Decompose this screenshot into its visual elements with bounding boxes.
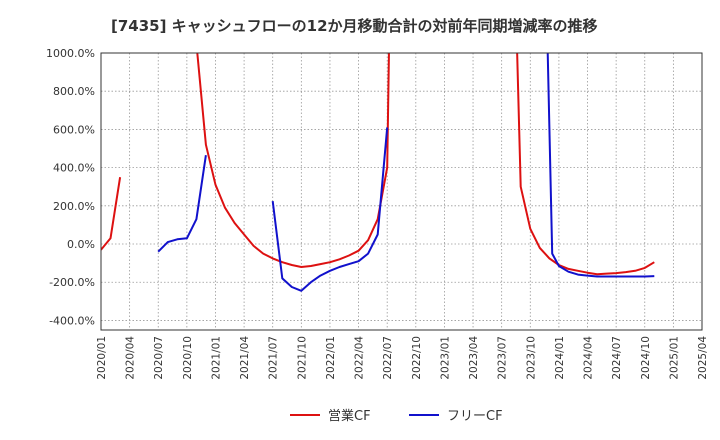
x-tick-label: 2022/07 — [382, 336, 394, 380]
x-tick-label: 2023/01 — [439, 336, 451, 380]
y-tick-label: 200.0% — [53, 200, 95, 213]
y-axis-ticks: 1000.0% 800.0% 600.0% 400.0% 200.0% 0.0% -200.… — [46, 47, 95, 327]
x-tick-label: 2021/07 — [268, 336, 280, 380]
x-tick-label: 2020/04 — [125, 336, 137, 380]
series-line-free-cf — [157, 53, 655, 292]
x-tick-label: 2020/01 — [96, 336, 108, 380]
x-tick-label: 2020/10 — [182, 336, 194, 380]
x-tick-label: 2021/04 — [239, 336, 251, 380]
legend: 営業CF フリーCF — [290, 408, 503, 424]
x-tick-label: 2024/10 — [640, 336, 652, 380]
y-tick-label: -200.0% — [49, 276, 95, 289]
x-tick-label: 2024/01 — [554, 336, 566, 380]
x-tick-label: 2021/01 — [210, 336, 222, 380]
x-tick-label: 2023/04 — [468, 336, 480, 380]
x-tick-label: 2024/04 — [583, 336, 595, 380]
series-line-operating-cf — [101, 53, 655, 276]
x-axis-ticks: 2020/01 2020/04 2020/07 2020/10 2021/01 2021/… — [96, 336, 709, 380]
y-tick-label: 0.0% — [67, 238, 95, 251]
x-tick-label: 2020/07 — [153, 336, 165, 380]
series-layer — [101, 53, 655, 292]
x-tick-label: 2025/04 — [697, 336, 709, 380]
y-tick-label: 600.0% — [53, 123, 95, 136]
x-tick-label: 2025/01 — [668, 336, 680, 380]
y-tick-label: 800.0% — [53, 85, 95, 98]
plot-frame — [100, 52, 703, 331]
x-tick-label: 2022/04 — [354, 336, 366, 380]
x-tick-label: 2022/01 — [325, 336, 337, 380]
legend-label: 営業CF — [328, 408, 371, 424]
x-tick-label: 2023/10 — [525, 336, 537, 380]
x-tick-label: 2024/07 — [611, 336, 623, 380]
legend-label: フリーCF — [447, 409, 503, 424]
y-tick-label: 400.0% — [53, 162, 95, 175]
grid — [100, 52, 703, 330]
x-tick-label: 2021/10 — [296, 336, 308, 380]
y-tick-label: 1000.0% — [46, 47, 95, 60]
chart-title: [7435] キャッシュフローの12か月移動合計の対前年同期増減率の推移 — [111, 17, 598, 35]
y-tick-label: -400.0% — [49, 314, 95, 327]
x-tick-label: 2023/07 — [497, 336, 509, 380]
x-tick-label: 2022/10 — [411, 336, 423, 380]
